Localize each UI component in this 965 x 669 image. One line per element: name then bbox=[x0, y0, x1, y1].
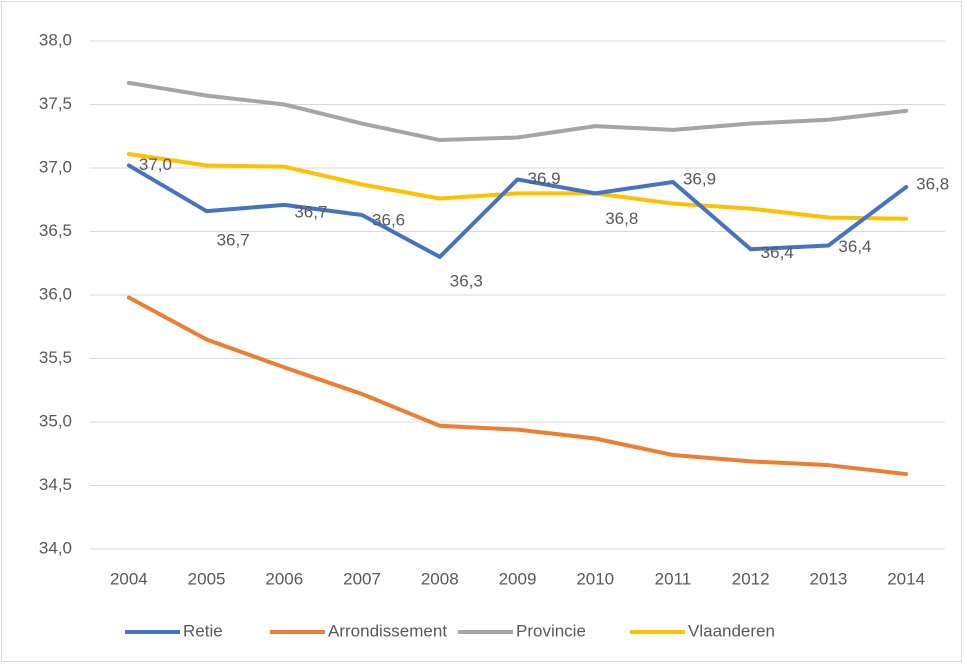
series-line bbox=[126, 295, 909, 477]
legend-label: Vlaanderen bbox=[688, 621, 775, 640]
legend-label: Retie bbox=[183, 621, 223, 640]
y-tick-label: 36,5 bbox=[39, 221, 72, 240]
data-label: 36,8 bbox=[916, 175, 949, 194]
data-label: 37,0 bbox=[139, 155, 172, 174]
legend-label: Provincie bbox=[516, 621, 586, 640]
data-label: 36,8 bbox=[605, 209, 638, 228]
x-tick-label: 2010 bbox=[576, 569, 614, 588]
y-tick-label: 37,0 bbox=[39, 157, 72, 176]
data-label: 36,7 bbox=[294, 202, 327, 221]
data-label: 36,7 bbox=[217, 231, 250, 250]
legend-label: Arrondissement bbox=[328, 621, 447, 640]
y-tick-label: 35,5 bbox=[39, 348, 72, 367]
x-tick-label: 2004 bbox=[110, 569, 148, 588]
data-label: 36,4 bbox=[838, 237, 871, 256]
series-line bbox=[126, 152, 909, 221]
data-label: 36,4 bbox=[761, 243, 794, 262]
x-tick-label: 2006 bbox=[265, 569, 303, 588]
y-tick-label: 34,5 bbox=[39, 475, 72, 494]
data-label: 36,9 bbox=[683, 169, 716, 188]
y-tick-label: 36,0 bbox=[39, 284, 72, 303]
x-tick-label: 2009 bbox=[499, 569, 537, 588]
series-line bbox=[126, 80, 909, 143]
y-tick-label: 38,0 bbox=[39, 30, 72, 49]
x-tick-label: 2014 bbox=[887, 569, 925, 588]
x-tick-label: 2013 bbox=[809, 569, 847, 588]
x-tick-label: 2008 bbox=[421, 569, 459, 588]
y-tick-label: 35,0 bbox=[39, 411, 72, 430]
y-tick-label: 34,0 bbox=[39, 538, 72, 557]
x-tick-label: 2012 bbox=[732, 569, 770, 588]
data-label: 36,9 bbox=[528, 169, 561, 188]
x-tick-label: 2007 bbox=[343, 569, 381, 588]
series-line bbox=[126, 163, 909, 259]
data-label: 36,6 bbox=[372, 210, 405, 229]
x-tick-label: 2005 bbox=[188, 569, 226, 588]
x-tick-label: 2011 bbox=[655, 569, 692, 588]
y-tick-label: 37,5 bbox=[39, 94, 72, 113]
data-label: 36,3 bbox=[450, 271, 483, 290]
